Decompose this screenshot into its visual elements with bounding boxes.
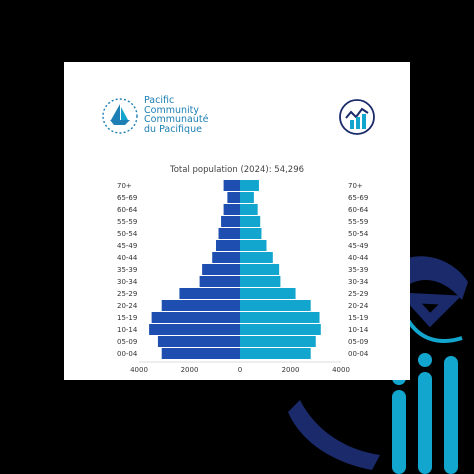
population-chart-logo-icon	[339, 99, 375, 135]
age-label-right-65-69: 65-69	[348, 194, 368, 202]
bar-right-00-04	[240, 348, 311, 359]
x-tick-label: 4000	[332, 366, 350, 374]
bar-right-65-69	[240, 192, 254, 203]
age-label-right-60-64: 60-64	[348, 206, 369, 214]
age-label-left-45-49: 45-49	[117, 242, 137, 250]
background-swoosh-1	[408, 256, 468, 300]
bar-left-65-69	[227, 192, 240, 203]
bar-left-10-14	[149, 324, 240, 335]
age-label-right-70+: 70+	[348, 182, 363, 190]
x-tick-label: 0	[238, 366, 242, 374]
logo-line-2: Community	[144, 104, 199, 116]
bar-left-05-09	[157, 336, 240, 347]
bar-right-30-34	[240, 276, 281, 287]
age-label-right-40-44: 40-44	[348, 254, 369, 262]
age-label-left-25-29: 25-29	[117, 290, 137, 298]
bar-right-50-54	[240, 228, 262, 239]
logo-line-3: Communauté	[144, 114, 209, 126]
age-label-right-50-54: 50-54	[348, 230, 369, 238]
bar-right-45-49	[240, 240, 267, 251]
age-label-left-30-34: 30-34	[117, 278, 138, 286]
bar-right-10-14	[240, 324, 321, 335]
age-label-right-35-39: 35-39	[348, 266, 368, 274]
age-label-right-25-29: 25-29	[348, 290, 368, 298]
bar-right-70+	[240, 180, 259, 191]
age-label-right-20-24: 20-24	[348, 302, 369, 310]
logo-line-4: du Pacifique	[144, 123, 202, 135]
bar-left-35-39	[202, 264, 240, 275]
bar-left-50-54	[218, 228, 240, 239]
x-tick-label: 4000	[130, 366, 148, 374]
age-label-left-35-39: 35-39	[117, 266, 137, 274]
infographic-card: Pacific Community Communauté du Pacifiqu…	[64, 62, 410, 380]
age-label-left-40-44: 40-44	[117, 254, 138, 262]
bar-left-30-34	[199, 276, 240, 287]
bar-left-45-49	[216, 240, 240, 251]
age-label-right-00-04: 00-04	[348, 350, 369, 358]
bar-left-15-19	[151, 312, 240, 323]
x-tick-label: 2000	[181, 366, 199, 374]
age-label-left-60-64: 60-64	[117, 206, 138, 214]
population-pyramid-chart: 70+ 70+ 65-69 65-69 60-64 60-64 55-59 55-59 50-5…	[117, 180, 369, 374]
bar-left-00-04	[161, 348, 240, 359]
age-label-left-70+: 70+	[117, 182, 132, 190]
bar-right-35-39	[240, 264, 280, 275]
bar-left-60-64	[223, 204, 240, 215]
bar-right-25-29	[240, 288, 296, 299]
pacific-community-logo-icon	[102, 98, 138, 134]
age-label-right-05-09: 05-09	[348, 338, 368, 346]
bar-left-40-44	[212, 252, 240, 263]
age-label-left-10-14: 10-14	[117, 326, 138, 334]
age-label-left-15-19: 15-19	[117, 314, 137, 322]
logo-line-1: Pacific	[144, 95, 175, 106]
bar-right-40-44	[240, 252, 273, 263]
age-label-right-10-14: 10-14	[348, 326, 369, 334]
background-swoosh-3	[398, 292, 462, 328]
bar-right-15-19	[240, 312, 320, 323]
chart-title: Total population (2024): 54,296	[169, 165, 305, 175]
bar-right-60-64	[240, 204, 258, 215]
bar-right-55-59	[240, 216, 261, 227]
pacific-community-wordmark: Pacific Community Communauté du Pacifiqu…	[144, 96, 208, 134]
age-label-left-20-24: 20-24	[117, 302, 138, 310]
background-swoosh-2	[288, 400, 380, 470]
age-label-left-00-04: 00-04	[117, 350, 138, 358]
age-label-right-30-34: 30-34	[348, 278, 369, 286]
bar-left-25-29	[179, 288, 240, 299]
age-label-left-50-54: 50-54	[117, 230, 138, 238]
bar-left-20-24	[161, 300, 240, 311]
age-label-left-65-69: 65-69	[117, 194, 137, 202]
age-label-left-55-59: 55-59	[117, 218, 137, 226]
background-dot-2	[418, 353, 432, 367]
bar-left-55-59	[221, 216, 240, 227]
bar-right-20-24	[240, 300, 311, 311]
bar-left-70+	[223, 180, 240, 191]
background-bar-2	[418, 372, 432, 474]
background-bar-1	[392, 390, 406, 474]
age-label-right-45-49: 45-49	[348, 242, 368, 250]
age-label-left-05-09: 05-09	[117, 338, 137, 346]
x-tick-label: 2000	[282, 366, 300, 374]
age-label-right-15-19: 15-19	[348, 314, 368, 322]
bar-right-05-09	[240, 336, 316, 347]
age-label-right-55-59: 55-59	[348, 218, 368, 226]
background-bar-3	[444, 356, 458, 474]
background-swoosh-4	[406, 318, 463, 343]
